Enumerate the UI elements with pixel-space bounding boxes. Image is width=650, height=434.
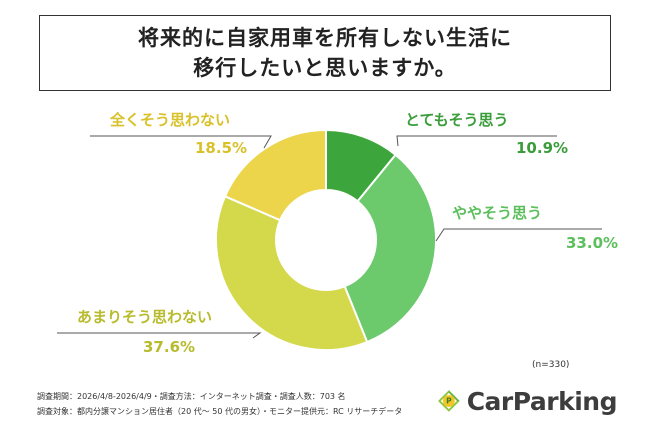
slice-mattaku [223, 128, 327, 222]
svg-text:P: P [446, 397, 452, 406]
slice-amari [215, 194, 369, 351]
category-label-0: とてもそう思う [405, 111, 509, 129]
title-box: 将来的に自家用車を所有しない生活に 移行したいと思いますか。 [39, 15, 611, 91]
category-label-2: あまりそう思わない [77, 308, 212, 326]
parking-p-icon: P [438, 390, 460, 412]
leader-line-2 [57, 332, 262, 339]
footer-line-2: 調査対象：都内分譲マンション居住者（20 代～ 50 代の男女）・モニター提供元… [37, 407, 403, 416]
value-label-1: 33.0% [566, 234, 618, 252]
value-label-3: 18.5% [195, 139, 247, 157]
title-line-1: 将来的に自家用車を所有しない生活に [138, 26, 512, 50]
leader-line-3 [90, 135, 272, 149]
sample-size-label: (n=330) [532, 360, 570, 370]
value-label-0: 10.9% [516, 139, 568, 157]
category-label-3: 全くそう思わない [109, 111, 230, 129]
carparking-logo: P CarParking [437, 377, 618, 425]
title-line-2: 移行したいと思いますか。 [193, 56, 457, 80]
leader-line-1 [435, 228, 602, 242]
logo-text: CarParking [466, 386, 618, 416]
footer-line-1: 調査期間：2026/4/8-2026/4/9・調査方法：インターネット調査・調査… [37, 392, 346, 401]
slice-yaya [343, 153, 437, 344]
leader-line-0 [396, 135, 557, 147]
value-label-2: 37.6% [143, 338, 195, 356]
category-label-1: ややそう思う [452, 204, 542, 222]
